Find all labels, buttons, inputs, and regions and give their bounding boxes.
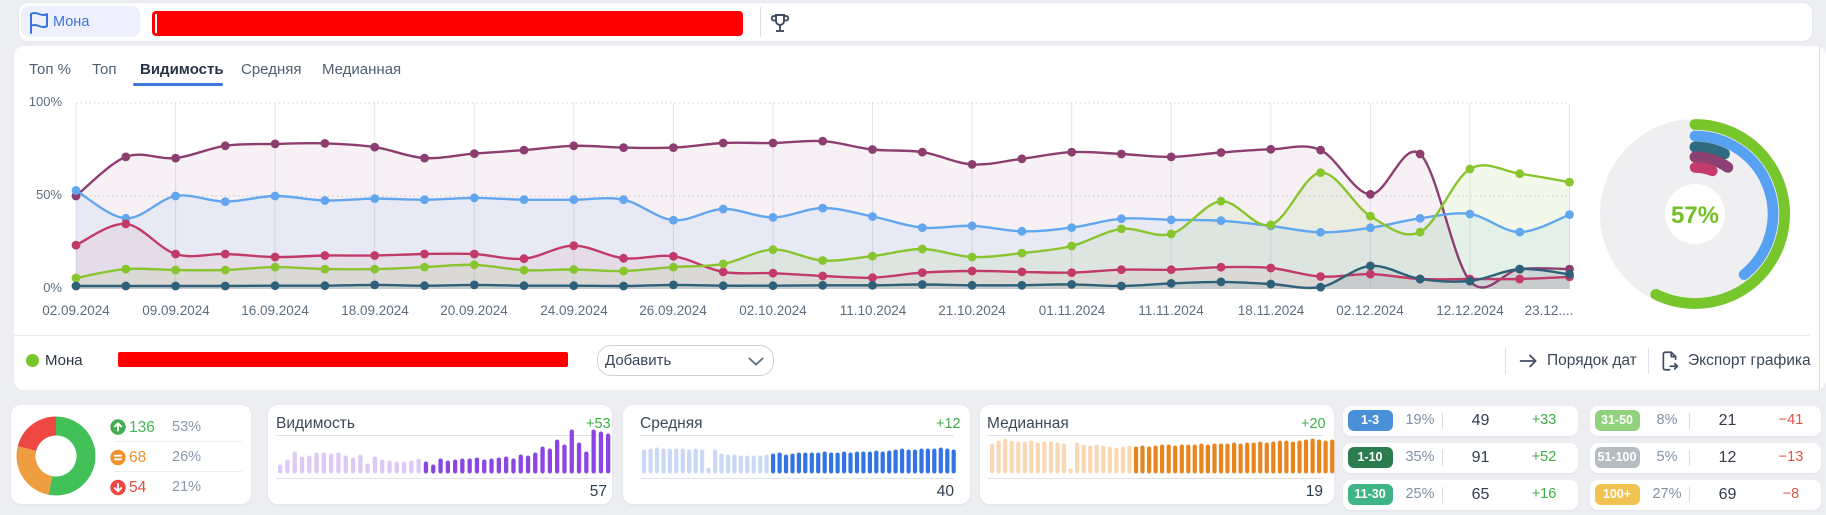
svg-text:57%: 57%	[1671, 202, 1719, 229]
